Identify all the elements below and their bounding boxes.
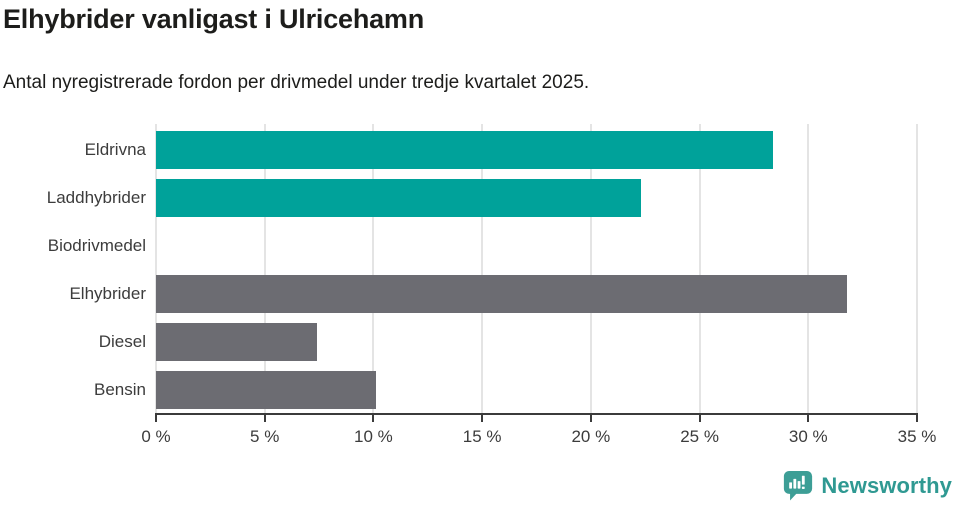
x-tick-0 [155, 415, 157, 422]
y-label-biodrivmedel: Biodrivmedel [47, 236, 146, 255]
newsworthy-logo-text: Newsworthy [821, 472, 952, 498]
bar-row-biodrivmedel [156, 222, 917, 270]
x-tick-label-25: 25 % [680, 427, 719, 446]
x-tick-35 [916, 415, 918, 422]
gridline-35 [916, 124, 918, 413]
bar-row-diesel [156, 318, 917, 366]
x-tick-label-0: 0 % [141, 427, 171, 446]
x-tick-label-20: 20 % [571, 427, 611, 446]
gridline-10 [372, 124, 375, 413]
newsworthy-logo: Newsworthy [783, 470, 952, 501]
bar-elhybrider [156, 275, 848, 313]
x-tick-20 [589, 415, 592, 422]
y-label-diesel: Diesel [98, 332, 146, 351]
y-axis-labels: Eldrivna Laddhybrider Biodrivmedel Elhybrid… [0, 126, 146, 414]
x-axis-line [155, 413, 918, 415]
bar-row-eldrivna [156, 126, 917, 174]
newsworthy-logo-icon [784, 470, 813, 501]
chart-title: Elhybrider vanligast i Ulricehamn [3, 4, 425, 34]
x-tick-label-15: 15 % [462, 427, 502, 446]
gridline-0 [155, 124, 157, 413]
x-tick-15 [481, 415, 484, 422]
bar-row-elhybrider [156, 270, 917, 318]
plot-area: 0 % 5 % 10 % 15 % 20 % 25 % 30 % 35 % [141, 124, 936, 446]
bar-row-bensin [156, 366, 917, 414]
gridline-25 [698, 124, 701, 413]
x-tick-25 [698, 415, 701, 422]
x-tick-label-10: 10 % [354, 427, 393, 446]
bar-diesel [156, 323, 317, 361]
x-tick-label-35: 35 % [897, 427, 937, 446]
x-tick-30 [807, 415, 810, 422]
y-label-elhybrider: Elhybrider [69, 284, 146, 303]
gridline-20 [589, 124, 592, 413]
gridline-5 [263, 124, 266, 413]
x-tick-label-5: 5 % [250, 427, 280, 446]
gridline-30 [807, 124, 810, 413]
y-label-eldrivna: Eldrivna [84, 140, 146, 159]
bar-row-laddhybrider [156, 174, 917, 222]
x-tick-10 [372, 415, 375, 422]
y-label-bensin: Bensin [94, 380, 146, 399]
bar-laddhybrider [156, 179, 641, 217]
bar-bensin [156, 371, 376, 409]
x-tick-5 [263, 415, 266, 422]
gridline-15 [481, 124, 484, 413]
bar-rows [156, 126, 917, 414]
chart-subtitle: Antal nyregistrerade fordon per drivmede… [3, 72, 590, 93]
y-label-laddhybrider: Laddhybrider [46, 188, 146, 207]
bar-eldrivna [156, 131, 774, 169]
x-tick-label-30: 30 % [788, 427, 828, 446]
